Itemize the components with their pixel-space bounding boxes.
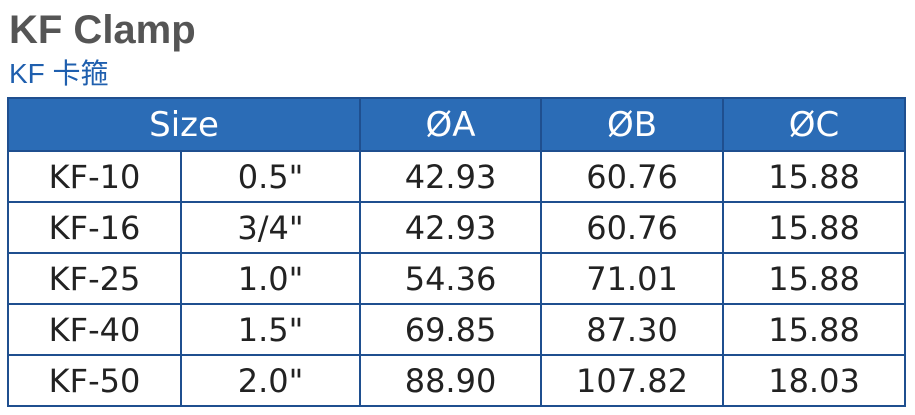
cell-diameter-c: 15.88 [722,303,907,356]
cell-diameter-a: 69.85 [359,303,543,356]
cell-size: 0.5" [179,150,362,203]
cell-diameter-c: 15.88 [722,150,907,203]
cell-diameter-b: 71.01 [540,252,725,305]
header-diameter-c: ØC [722,97,907,152]
table-row: KF-16 3/4" 42.93 60.76 15.88 [7,201,907,254]
header-diameter-a: ØA [359,97,543,152]
table-row: KF-25 1.0" 54.36 71.01 15.88 [7,252,907,305]
cell-diameter-b: 87.30 [540,303,725,356]
cell-diameter-b: 60.76 [540,150,725,203]
page-subtitle: KF 卡箍 [9,58,109,89]
cell-diameter-c: 15.88 [722,252,907,305]
cell-size: 3/4" [179,201,362,254]
cell-diameter-c: 15.88 [722,201,907,254]
cell-model: KF-16 [7,201,182,254]
cell-model: KF-10 [7,150,182,203]
table-header-row: Size ØA ØB ØC [6,97,907,152]
cell-diameter-a: 88.90 [359,354,543,407]
cell-diameter-b: 60.76 [540,201,725,254]
cell-diameter-a: 42.93 [359,150,543,203]
header-size: Size [6,97,362,152]
cell-diameter-a: 54.36 [359,252,543,305]
cell-diameter-c: 18.03 [722,354,907,407]
cell-model: KF-50 [7,354,182,407]
cell-model: KF-25 [7,252,182,305]
cell-size: 2.0" [179,354,362,407]
page-title: KF Clamp [9,8,196,52]
table-row: KF-10 0.5" 42.93 60.76 15.88 [7,150,907,203]
table-row: KF-40 1.5" 69.85 87.30 15.88 [7,303,907,356]
spec-table: Size ØA ØB ØC KF-10 0.5" 42.93 60.76 15.… [6,97,907,407]
cell-size: 1.5" [179,303,362,356]
cell-size: 1.0" [179,252,362,305]
header-diameter-b: ØB [540,97,725,152]
cell-model: KF-40 [7,303,182,356]
cell-diameter-b: 107.82 [540,354,725,407]
table-row: KF-50 2.0" 88.90 107.82 18.03 [7,354,907,407]
cell-diameter-a: 42.93 [359,201,543,254]
